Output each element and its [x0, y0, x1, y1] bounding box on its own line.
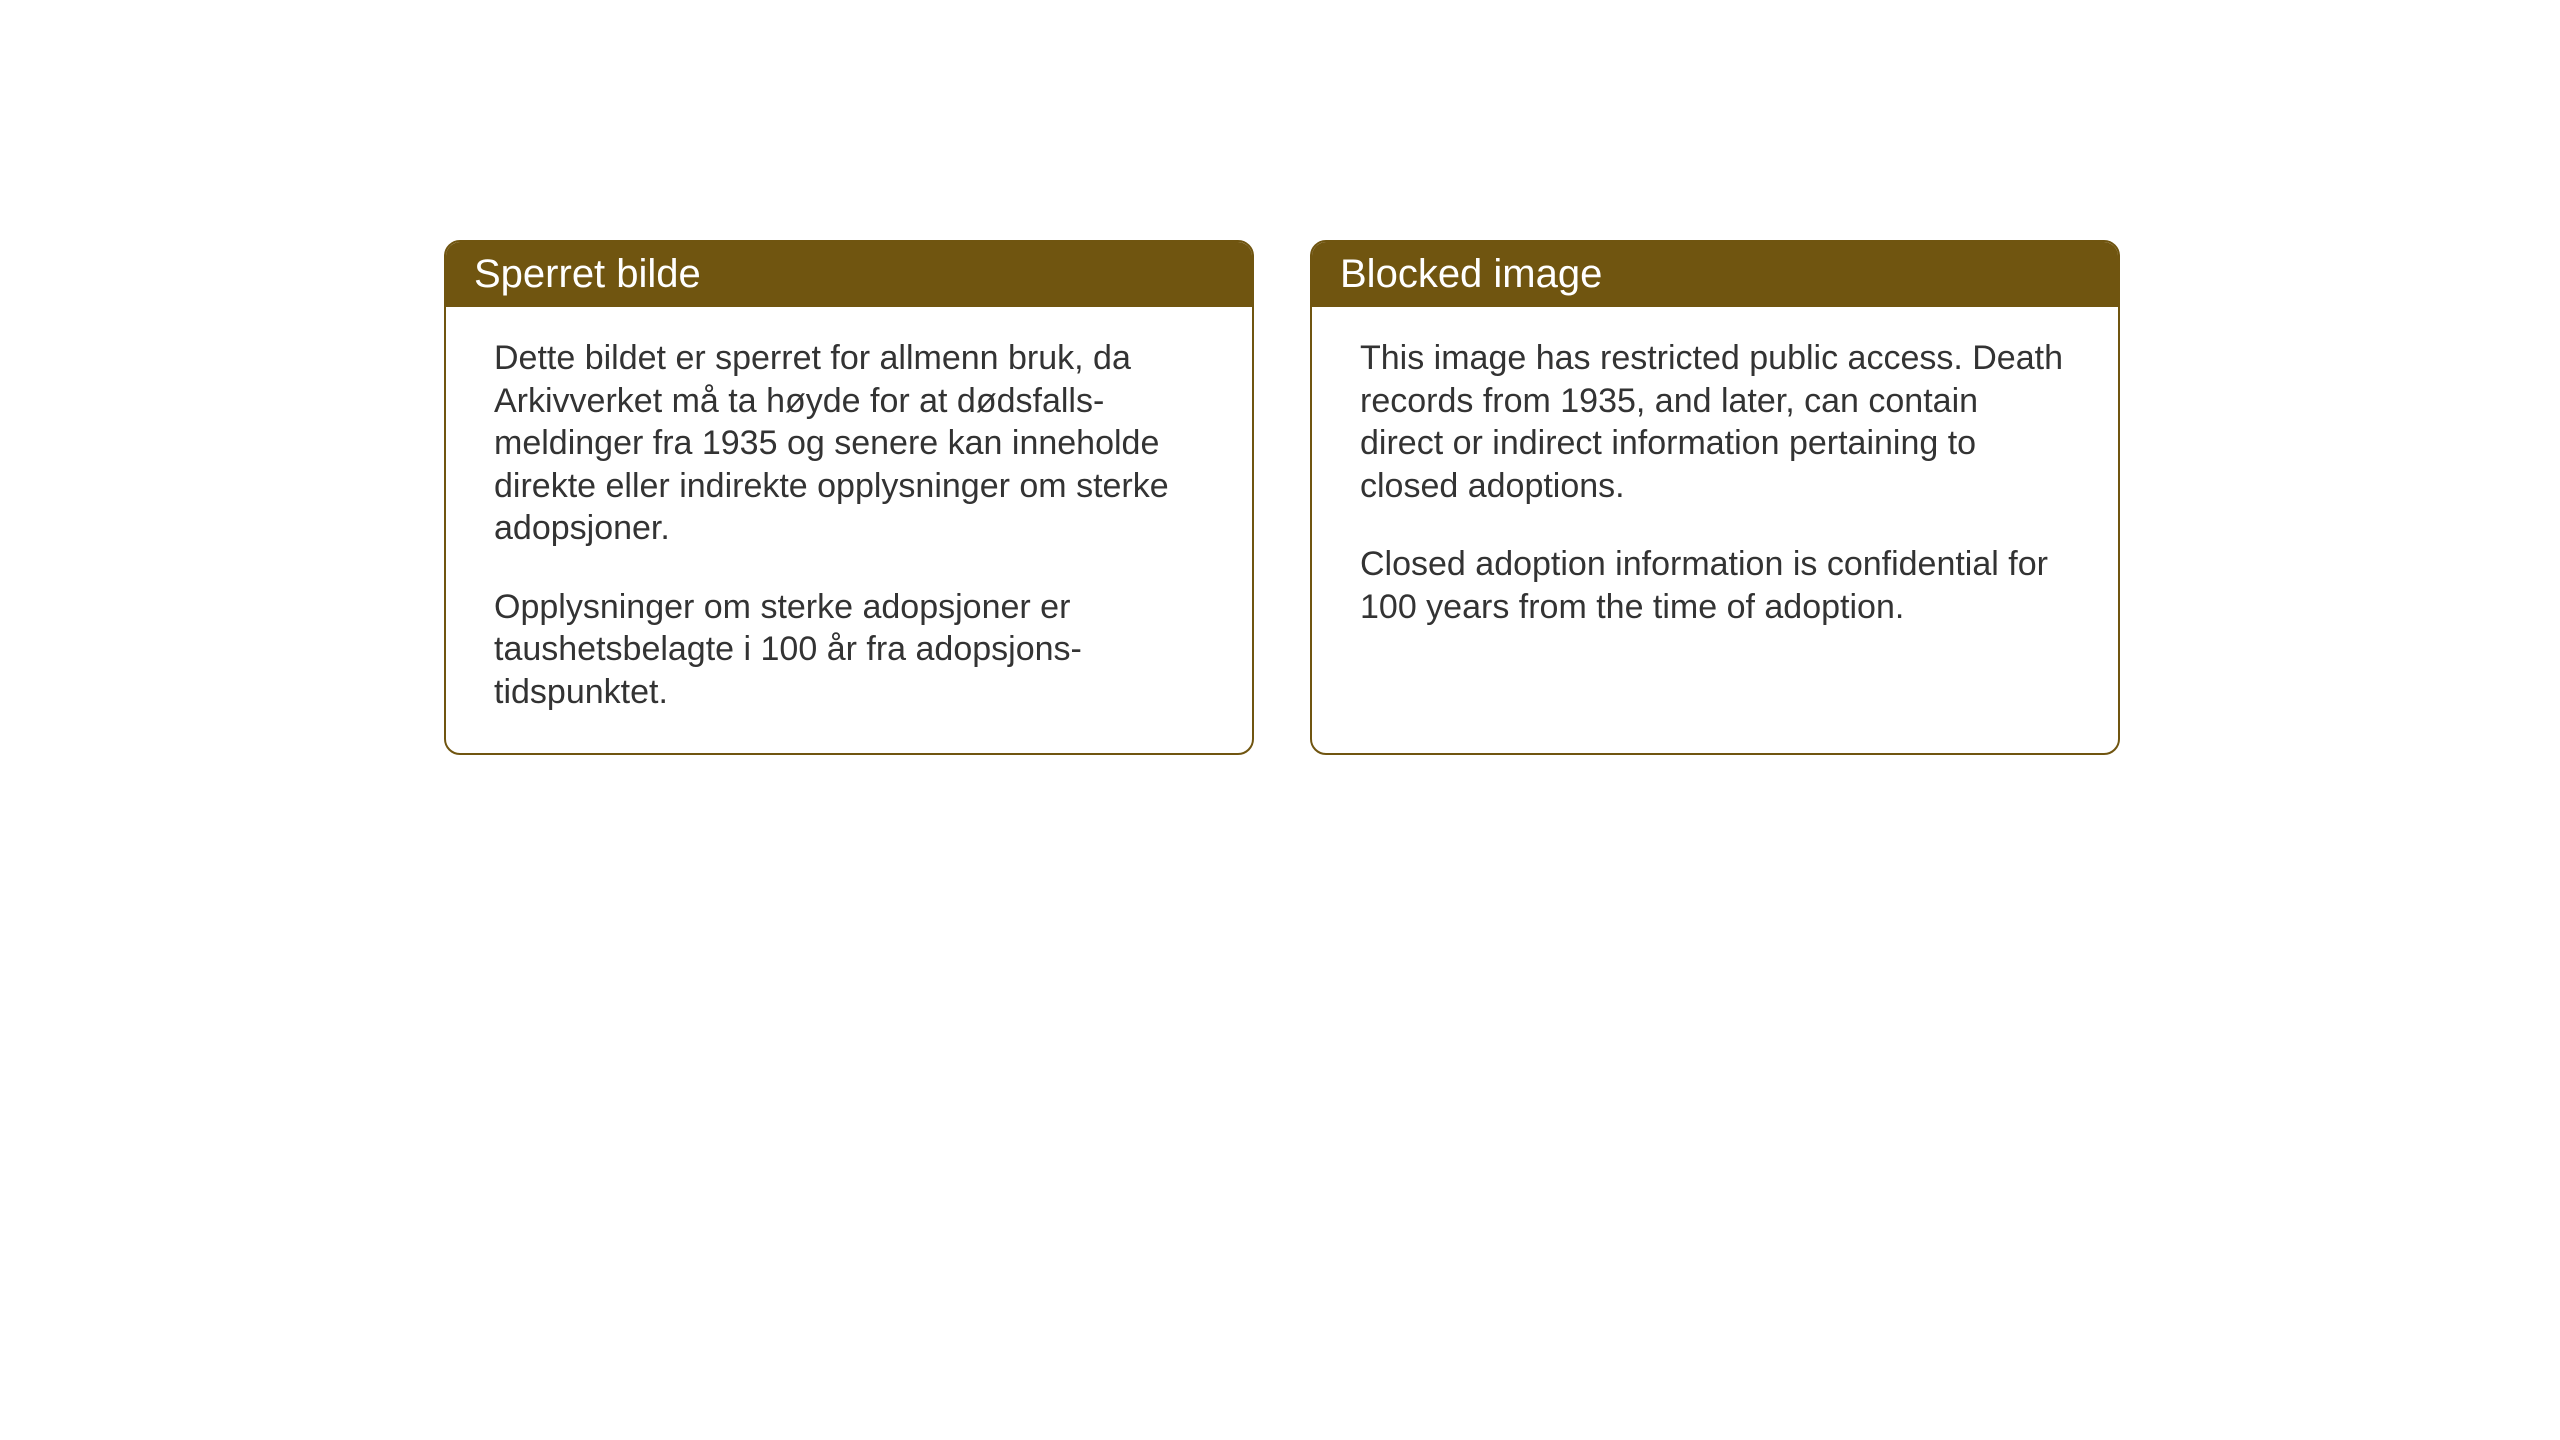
norwegian-card-title: Sperret bilde [474, 252, 701, 296]
norwegian-card-body: Dette bildet er sperret for allmenn bruk… [446, 307, 1252, 753]
english-card-title: Blocked image [1340, 252, 1602, 296]
english-paragraph-1: This image has restricted public access.… [1360, 337, 2070, 507]
english-notice-card: Blocked image This image has restricted … [1310, 240, 2120, 755]
english-paragraph-2: Closed adoption information is confident… [1360, 543, 2070, 628]
english-card-header: Blocked image [1312, 242, 2118, 307]
norwegian-paragraph-2: Opplysninger om sterke adopsjoner er tau… [494, 586, 1204, 714]
norwegian-paragraph-1: Dette bildet er sperret for allmenn bruk… [494, 337, 1204, 550]
english-card-body: This image has restricted public access.… [1312, 307, 2118, 747]
notice-container: Sperret bilde Dette bildet er sperret fo… [444, 240, 2120, 755]
norwegian-notice-card: Sperret bilde Dette bildet er sperret fo… [444, 240, 1254, 755]
norwegian-card-header: Sperret bilde [446, 242, 1252, 307]
